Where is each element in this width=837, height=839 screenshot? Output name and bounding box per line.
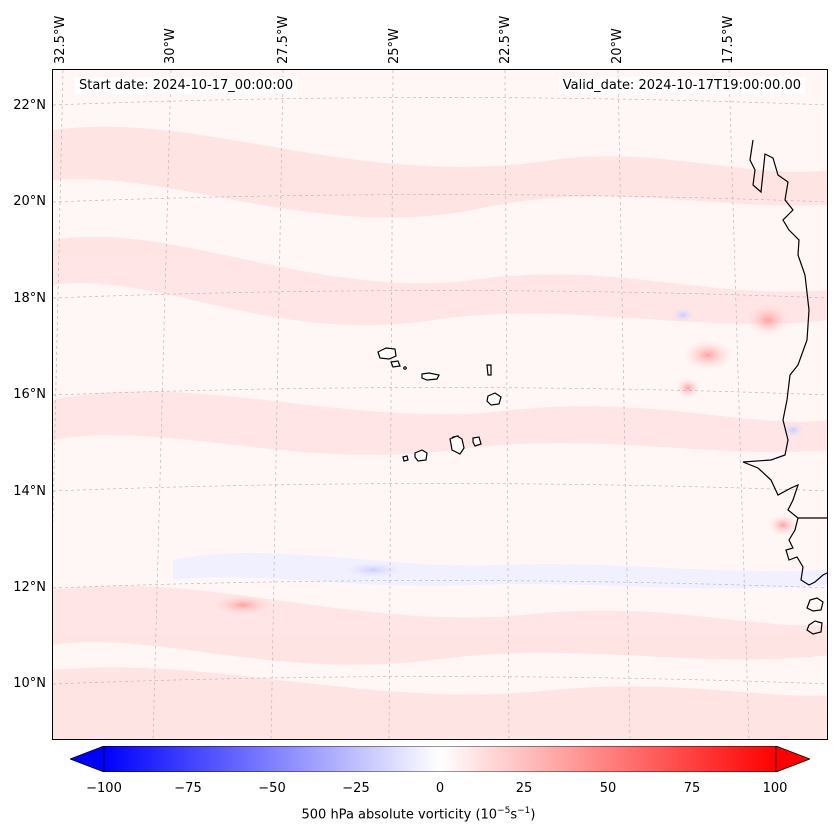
colorbar-tick: 100 <box>762 781 788 796</box>
colorbar-max-arrow <box>775 745 812 773</box>
vorticity-max-spot <box>768 515 798 535</box>
positive-vorticity-bands <box>53 126 827 739</box>
africa-coastline <box>742 139 827 635</box>
vorticity-min-spot <box>343 562 403 578</box>
colorbar-tick: 50 <box>599 781 617 796</box>
lon-label-22-5w: 22.5°W <box>498 15 513 64</box>
lat-label-12n: 12°N <box>13 580 46 595</box>
colorbar-tick: −75 <box>174 781 202 796</box>
lat-label-20n: 20°N <box>13 194 46 209</box>
lat-label-10n: 10°N <box>13 676 46 691</box>
lon-label-20w: 20°W <box>610 28 625 64</box>
lon-label-17-5w: 17.5°W <box>721 15 736 64</box>
colorbar-tick: 25 <box>515 781 533 796</box>
colorbar-svg <box>68 745 812 773</box>
lat-label-18n: 18°N <box>13 291 46 306</box>
colorbar-tick: 75 <box>683 781 701 796</box>
lon-label-30w: 30°W <box>163 28 178 64</box>
vorticity-min-spot <box>671 307 695 323</box>
colorbar <box>68 745 812 773</box>
colorbar-label: 500 hPa absolute vorticity (10−5s−1) <box>301 806 536 823</box>
start-date-label: Start date: 2024-10-17_00:00:00 <box>75 77 298 94</box>
colorbar-tick: −50 <box>258 781 286 796</box>
lon-label-32-5w: 32.5°W <box>53 15 68 64</box>
colorbar-tick: −25 <box>342 781 370 796</box>
valid-date-label: Valid_date: 2024-10-17T19:00:00.00 <box>558 77 805 94</box>
colorbar-gradient <box>103 745 777 773</box>
vorticity-max-spot <box>746 304 790 336</box>
cape-verde-islands <box>377 347 502 462</box>
vorticity-max-spot <box>213 595 273 615</box>
lon-label-25w: 25°W <box>387 28 402 64</box>
vorticity-map: Start date: 2024-10-17_00:00:00 Valid_da… <box>52 69 828 740</box>
colorbar-min-arrow <box>68 745 105 773</box>
colorbar-tick: 0 <box>435 781 445 796</box>
map-canvas <box>53 70 827 739</box>
colorbar-tick: −100 <box>86 781 122 796</box>
lon-label-27-5w: 27.5°W <box>276 15 291 64</box>
lat-label-22n: 22°N <box>13 98 46 113</box>
vorticity-max-spot <box>683 340 733 370</box>
vorticity-max-spot <box>676 378 700 398</box>
graticule <box>53 70 827 739</box>
negative-vorticity-band <box>173 553 827 589</box>
lat-label-16n: 16°N <box>13 387 46 402</box>
lat-label-14n: 14°N <box>13 484 46 499</box>
